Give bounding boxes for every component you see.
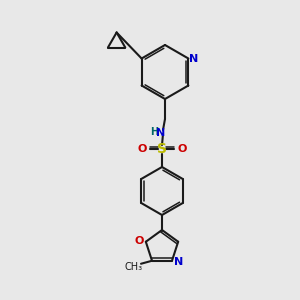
Text: O: O bbox=[134, 236, 143, 246]
Text: N: N bbox=[189, 53, 198, 64]
Text: O: O bbox=[177, 144, 187, 154]
Text: N: N bbox=[174, 257, 184, 267]
Text: CH₃: CH₃ bbox=[125, 262, 143, 272]
Text: S: S bbox=[157, 142, 167, 156]
Text: O: O bbox=[137, 144, 147, 154]
Text: H: H bbox=[150, 127, 158, 137]
Text: N: N bbox=[156, 128, 166, 138]
